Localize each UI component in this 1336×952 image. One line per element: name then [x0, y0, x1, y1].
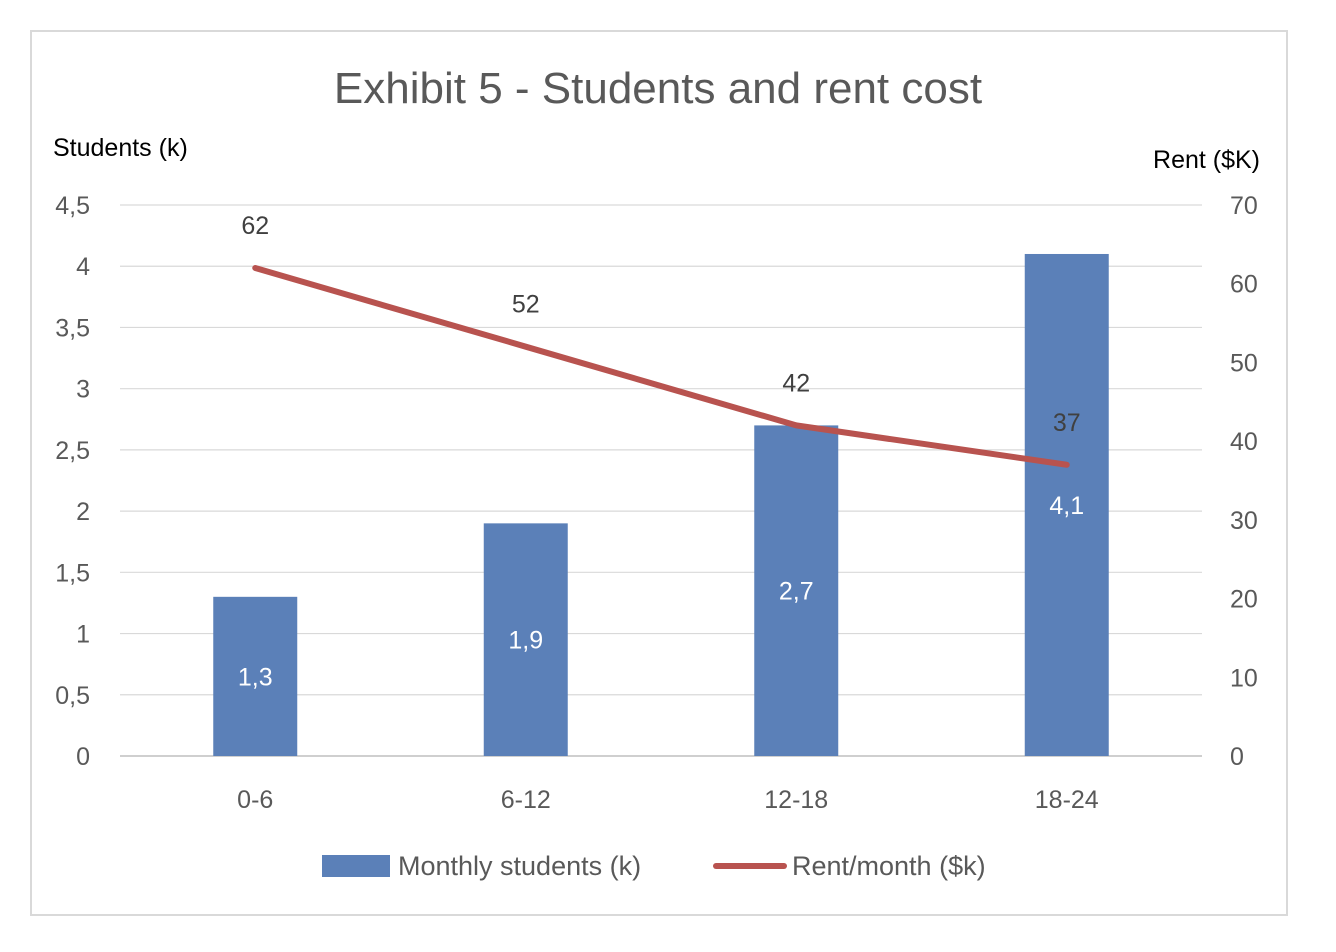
line-path — [252, 264, 1070, 468]
line-data-label: 37 — [1053, 409, 1081, 437]
y2-tick-label: 0 — [1230, 743, 1244, 771]
bar-data-label: 4,1 — [1049, 492, 1084, 520]
line-series — [252, 264, 1070, 468]
x-tick-label: 18-24 — [1035, 786, 1099, 814]
data-labels: 1,3 1,9 2,7 4,1 62 52 42 37 — [238, 212, 1084, 691]
bar — [1024, 253, 1109, 756]
gridlines — [120, 204, 1202, 757]
y-tick-label: 2,5 — [55, 437, 90, 465]
bar — [483, 523, 568, 756]
y-tick-label: 4,5 — [55, 192, 90, 220]
bar-data-label: 1,9 — [508, 627, 543, 655]
bar-data-label: 1,3 — [238, 663, 273, 691]
legend-label-students: Monthly students (k) — [398, 851, 641, 881]
bar-series — [213, 253, 1109, 756]
x-tick-label: 6-12 — [501, 786, 551, 814]
y-tick-label: 1,5 — [55, 559, 90, 587]
bar — [213, 596, 298, 756]
y-tick-label: 4 — [76, 253, 90, 281]
axis-ticks: 0 0,5 1 1,5 2 2,5 3 3,5 4 4,5 0 10 20 30 40 50 60 70 0-6 6-… — [55, 192, 1258, 814]
y-axis-title: Students (k) — [53, 134, 188, 162]
y-tick-label: 3 — [76, 376, 90, 404]
line-data-label: 42 — [782, 369, 810, 397]
line-data-label: 62 — [241, 212, 269, 240]
line-data-label: 52 — [512, 291, 540, 319]
chart-title: Exhibit 5 - Students and rent cost — [334, 64, 982, 113]
y-tick-label: 0,5 — [55, 682, 90, 710]
x-tick-label: 0-6 — [237, 786, 273, 814]
y2-tick-label: 40 — [1230, 428, 1258, 456]
y2-tick-label: 50 — [1230, 349, 1258, 377]
y-tick-label: 2 — [76, 498, 90, 526]
y-tick-label: 3,5 — [55, 314, 90, 342]
y-tick-label: 0 — [76, 743, 90, 771]
legend: Monthly students (k) Rent/month ($k) — [322, 851, 986, 881]
x-tick-label: 12-18 — [764, 786, 828, 814]
bar-data-label: 2,7 — [779, 578, 814, 606]
y2-tick-label: 10 — [1230, 664, 1258, 692]
y2-tick-label: 70 — [1230, 192, 1258, 220]
y2-tick-label: 20 — [1230, 586, 1258, 614]
y2-tick-label: 60 — [1230, 271, 1258, 299]
legend-swatch-students — [322, 855, 390, 877]
y2-axis-title: Rent ($K) — [1153, 146, 1260, 174]
legend-label-rent: Rent/month ($k) — [792, 851, 986, 881]
bar — [754, 425, 839, 756]
y2-tick-label: 30 — [1230, 507, 1258, 535]
y-tick-label: 1 — [76, 621, 90, 649]
